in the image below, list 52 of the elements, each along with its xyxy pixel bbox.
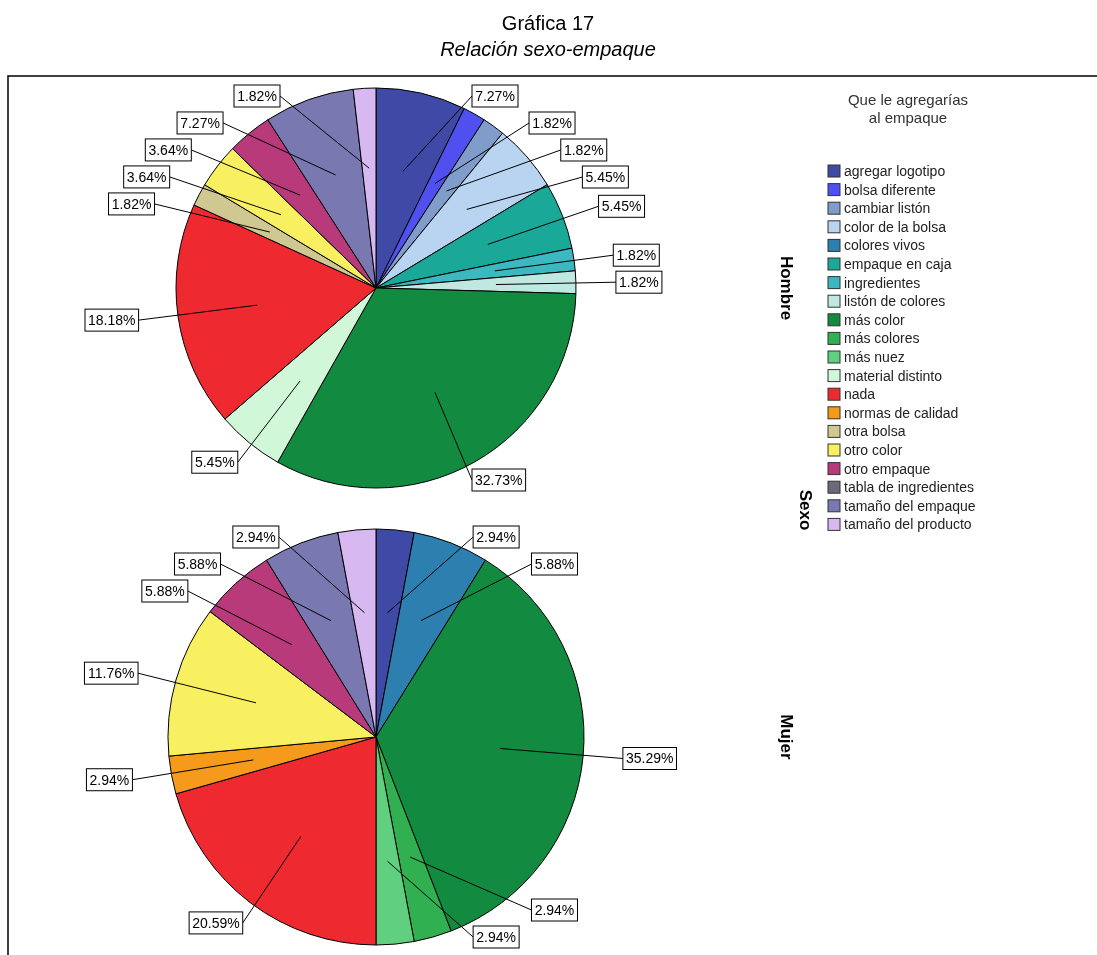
data-label: 7.27% bbox=[475, 88, 515, 104]
legend-label: más color bbox=[844, 311, 906, 328]
legend-label: ingredientes bbox=[844, 274, 921, 291]
data-label: 5.45% bbox=[601, 198, 642, 215]
legend-label: tamaño del empaque bbox=[844, 497, 976, 514]
legend-label: material distinto bbox=[844, 367, 943, 384]
legend-label: color de la bolsa bbox=[844, 218, 947, 235]
legend-label: normas de calidad bbox=[844, 404, 959, 421]
legend-label: tamaño del producto bbox=[844, 516, 972, 533]
legend-label: bolsa diferente bbox=[844, 181, 937, 198]
chart-subtitle: Relación sexo-empaque bbox=[440, 38, 656, 60]
data-label: 2.94% bbox=[236, 529, 276, 545]
data-label: 35.29% bbox=[625, 750, 674, 767]
slice-label: Hombre bbox=[777, 255, 796, 321]
legend-label: listón de colores bbox=[844, 293, 946, 310]
data-label: 1.82% bbox=[532, 115, 572, 131]
legend-label: otra bolsa bbox=[844, 423, 906, 440]
legend-label: más colores bbox=[844, 330, 920, 347]
legend-label: agregar logotipo bbox=[844, 163, 946, 179]
legend-label: tabla de ingredientes bbox=[844, 479, 974, 496]
chart-title: Gráfica 17 bbox=[501, 12, 595, 34]
data-label: 1.82% bbox=[237, 88, 277, 104]
data-label: 2.94% bbox=[89, 771, 130, 788]
data-label: 5.88% bbox=[177, 556, 218, 572]
data-label: 1.82% bbox=[563, 142, 604, 158]
legend-label: empaque en caja bbox=[844, 256, 952, 272]
data-label: 1.82% bbox=[616, 247, 657, 264]
legend-label: otro empaque bbox=[844, 460, 931, 477]
data-label: 2.94% bbox=[534, 902, 575, 918]
legend-title: Que le agregarías al empaque bbox=[847, 91, 969, 126]
data-label: 3.64% bbox=[148, 141, 189, 158]
data-label: 32.73% bbox=[475, 472, 523, 488]
text: Sexo bbox=[796, 489, 815, 531]
data-label: 5.45% bbox=[585, 169, 626, 185]
legend-label: otro color bbox=[844, 442, 903, 458]
data-label: 3.64% bbox=[126, 168, 167, 185]
data-label: 7.27% bbox=[180, 114, 220, 131]
legend-label: más nuez bbox=[844, 349, 905, 365]
legend-label: nada bbox=[844, 386, 876, 403]
legend-label: colores vivos bbox=[844, 237, 925, 254]
legend-label: cambiar listón bbox=[844, 200, 931, 217]
data-label: 1.82% bbox=[619, 274, 659, 291]
slice-label: Mujer bbox=[777, 714, 796, 761]
data-label: 1.82% bbox=[111, 195, 152, 212]
data-label: 20.59% bbox=[192, 914, 240, 931]
data-label: 18.18% bbox=[88, 312, 136, 329]
data-label: 11.76% bbox=[88, 665, 135, 682]
data-label: 2.94% bbox=[476, 529, 516, 545]
data-label: 5.45% bbox=[194, 454, 235, 471]
data-label: 2.94% bbox=[476, 929, 516, 945]
data-label: 5.88% bbox=[145, 583, 185, 599]
data-label: 5.88% bbox=[534, 556, 575, 572]
